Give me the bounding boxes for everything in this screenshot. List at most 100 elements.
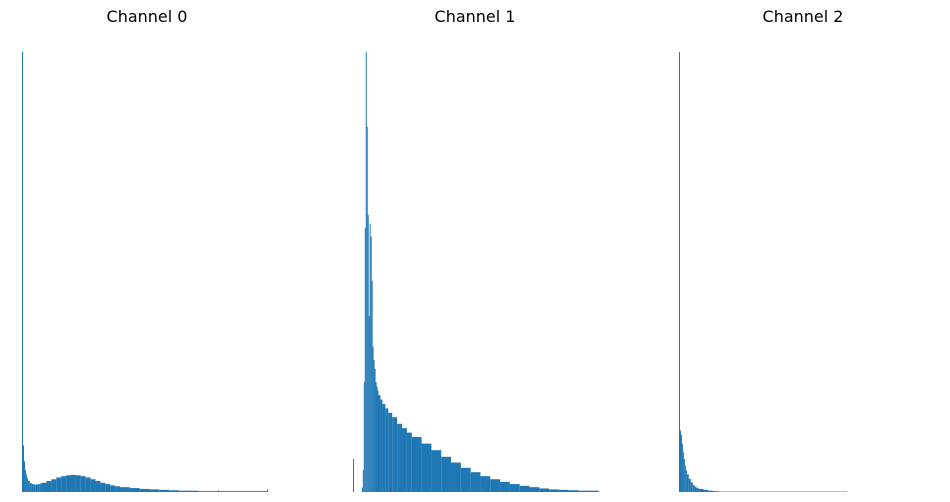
histogram-bar	[22, 52, 23, 492]
histogram-bar	[33, 484, 36, 492]
histogram-bar	[421, 443, 432, 492]
panel-title-channel-1: Channel 1	[435, 7, 516, 26]
histogram-bar	[698, 488, 704, 492]
histogram-bar	[367, 214, 369, 493]
histogram-bar	[373, 360, 375, 492]
histogram-bar	[362, 470, 364, 492]
histogram-bar	[90, 479, 96, 492]
histogram-bar	[411, 437, 422, 492]
histogram-bar	[696, 488, 699, 492]
histogram-bar	[105, 484, 111, 492]
histogram-bar	[376, 386, 378, 492]
histogram-bar	[41, 482, 47, 492]
histogram-bar	[372, 346, 374, 492]
histogram-bar	[568, 490, 579, 492]
histogram-bar	[385, 408, 389, 492]
histogram-bar	[713, 491, 719, 492]
histogram-bar	[149, 489, 160, 492]
histogram-bar	[95, 481, 101, 492]
bars-channel-2	[679, 52, 847, 492]
histogram-bar	[708, 490, 714, 492]
histogram-bar	[267, 489, 269, 492]
histogram-bar	[368, 316, 370, 492]
histogram-bar	[100, 482, 106, 492]
histogram-bar	[370, 236, 372, 492]
histogram-bar	[380, 399, 383, 492]
histogram-bar	[692, 484, 695, 492]
panel-channel-2: Channel 2	[679, 7, 847, 492]
histogram-bar	[382, 404, 386, 492]
histogram-bar	[374, 368, 376, 492]
bars-channel-1	[353, 52, 600, 493]
histogram-bar	[75, 475, 81, 492]
histogram-bar	[558, 489, 569, 492]
histogram-bar	[353, 459, 354, 492]
histogram-bar	[509, 484, 520, 492]
histogram-bar	[159, 489, 170, 492]
histogram-bar	[51, 479, 57, 492]
histogram-bar	[690, 482, 693, 492]
histogram-bar	[178, 490, 189, 492]
histogram-bar	[685, 470, 687, 492]
histogram-bar	[490, 479, 501, 492]
histogram-bar	[519, 485, 530, 492]
histogram-bar	[539, 488, 550, 492]
histogram-bar	[29, 483, 32, 492]
histogram-bar	[470, 472, 481, 492]
histogram-bar	[845, 491, 847, 492]
histogram-bar	[110, 485, 116, 492]
histogram-bar	[56, 477, 62, 492]
histogram-bar	[683, 459, 685, 492]
histogram-bar	[198, 491, 209, 492]
histogram-bar	[441, 456, 452, 492]
histogram-bar	[217, 491, 219, 492]
histogram-bar	[375, 382, 377, 492]
histogram-bar	[684, 465, 686, 492]
histogram-bar	[431, 450, 442, 492]
histogram-bar	[392, 417, 398, 492]
histogram-bar	[578, 490, 589, 492]
histogram-bar	[219, 491, 268, 492]
histogram-bar	[377, 390, 379, 492]
histogram-bar	[37, 484, 40, 492]
histogram-bar	[451, 462, 461, 492]
histogram-bar	[26, 477, 28, 492]
histogram-bar	[80, 476, 86, 492]
histogram-bar	[388, 412, 393, 492]
histogram-bar	[71, 474, 76, 492]
histogram-bar	[378, 395, 381, 492]
histogram-bar	[681, 443, 683, 492]
histogram-bar	[115, 486, 121, 492]
histogram-bar	[24, 470, 26, 492]
histogram-bar	[365, 52, 367, 492]
histogram-bar	[120, 487, 130, 492]
histogram-bar	[371, 280, 373, 492]
histogram-bar	[61, 476, 67, 492]
panel-title-channel-0: Channel 0	[107, 7, 188, 26]
histogram-bar	[460, 467, 471, 492]
histogram-bar	[598, 491, 600, 492]
histogram-bar	[85, 477, 91, 492]
histogram-bar	[218, 490, 220, 492]
histogram-bar	[480, 476, 491, 492]
bars-channel-0	[22, 52, 269, 492]
histogram-bar	[364, 228, 366, 492]
histogram-bar	[680, 434, 682, 492]
histogram-bar	[46, 481, 52, 492]
histogram-bar	[679, 430, 681, 492]
histogram-bar	[703, 489, 709, 492]
histogram-bar	[500, 481, 510, 492]
histogram-bar	[549, 489, 559, 492]
panel-channel-0: Channel 0	[22, 7, 269, 492]
histogram-bar	[31, 484, 34, 492]
histogram-bar	[39, 483, 42, 492]
histogram-bar	[688, 478, 691, 492]
histogram-bar	[369, 223, 371, 492]
histogram-bar	[366, 126, 368, 493]
histogram-bar	[169, 490, 179, 492]
histogram-bar	[139, 488, 150, 492]
histogram-bar	[361, 487, 363, 492]
histogram-bar	[22, 445, 24, 492]
histogram-bar	[694, 486, 697, 492]
